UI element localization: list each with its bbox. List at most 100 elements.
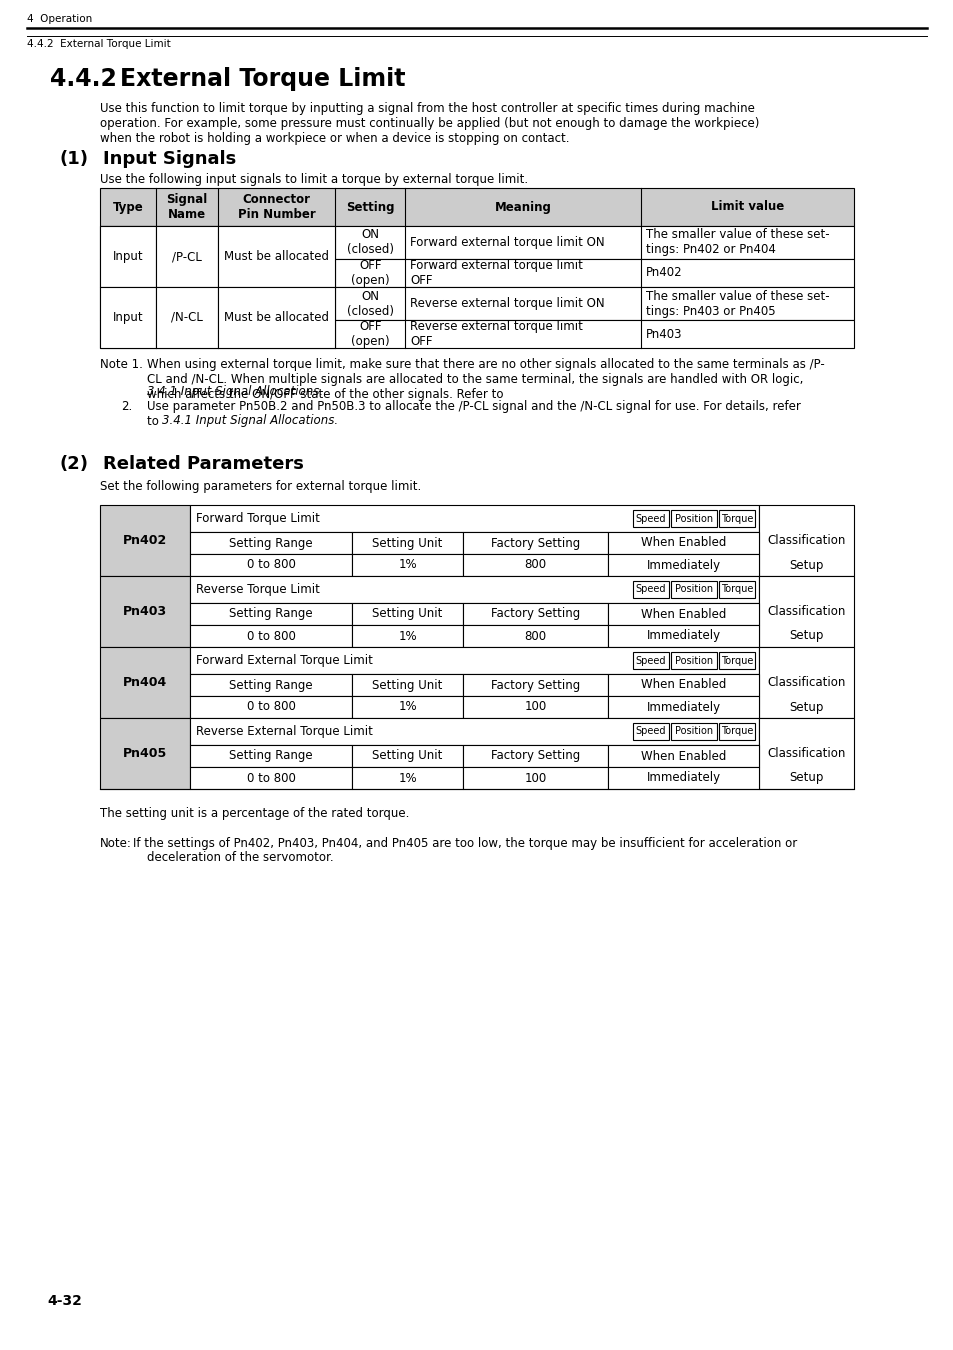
Text: Setting Range: Setting Range: [229, 608, 313, 621]
Bar: [608, 603, 759, 625]
Text: Immediately: Immediately: [646, 629, 720, 643]
Text: 4-32: 4-32: [47, 1295, 82, 1308]
Text: Connector
Pin Number: Connector Pin Number: [237, 193, 315, 221]
Bar: [100, 188, 853, 225]
Text: Factory Setting: Factory Setting: [491, 749, 579, 763]
Text: Torque: Torque: [720, 656, 753, 666]
Text: Pn404: Pn404: [123, 676, 167, 688]
Bar: [719, 510, 754, 526]
Text: Setup: Setup: [788, 701, 822, 714]
Text: Forward external torque limit
OFF: Forward external torque limit OFF: [410, 259, 582, 288]
Text: Signal
Name: Signal Name: [166, 193, 208, 221]
Bar: [100, 225, 853, 259]
Text: Factory Setting: Factory Setting: [491, 608, 579, 621]
Text: 100: 100: [524, 701, 546, 714]
Text: 0 to 800: 0 to 800: [247, 559, 295, 571]
Bar: [352, 554, 462, 576]
Text: Factory Setting: Factory Setting: [491, 679, 579, 691]
Text: Pn403: Pn403: [645, 328, 681, 340]
Text: Forward external torque limit ON: Forward external torque limit ON: [410, 236, 604, 248]
Text: Position: Position: [674, 585, 712, 594]
Bar: [608, 745, 759, 767]
Text: Use parameter Pn50B.2 and Pn50B.3 to allocate the /P-CL signal and the /N-CL sig: Use parameter Pn50B.2 and Pn50B.3 to all…: [147, 400, 800, 428]
Text: Classification: Classification: [766, 605, 844, 618]
Text: 2.: 2.: [121, 400, 132, 413]
Bar: [462, 603, 608, 625]
Bar: [633, 510, 668, 526]
Text: Setting Unit: Setting Unit: [372, 536, 442, 549]
Text: Meaning: Meaning: [494, 201, 551, 213]
Text: When Enabled: When Enabled: [640, 536, 725, 549]
Text: Classification: Classification: [766, 535, 844, 547]
Bar: [462, 767, 608, 788]
Bar: [190, 625, 352, 647]
Text: Immediately: Immediately: [646, 559, 720, 571]
Bar: [670, 652, 717, 670]
Text: 0 to 800: 0 to 800: [247, 629, 295, 643]
Text: Setting: Setting: [346, 201, 395, 213]
Text: Torque: Torque: [720, 513, 753, 524]
Text: /N-CL: /N-CL: [171, 310, 203, 324]
Text: The smaller value of these set-
tings: Pn403 or Pn405: The smaller value of these set- tings: P…: [645, 289, 828, 317]
Bar: [608, 532, 759, 553]
Text: Position: Position: [674, 656, 712, 666]
Bar: [190, 718, 759, 745]
Text: Pn403: Pn403: [123, 605, 167, 618]
Text: Reverse Torque Limit: Reverse Torque Limit: [195, 583, 319, 595]
Text: Related Parameters: Related Parameters: [103, 455, 304, 472]
Bar: [719, 724, 754, 740]
Text: When Enabled: When Enabled: [640, 679, 725, 691]
Text: Setup: Setup: [788, 771, 822, 784]
Text: Note:: Note:: [100, 837, 132, 850]
Bar: [462, 554, 608, 576]
Text: Setting Range: Setting Range: [229, 749, 313, 763]
Text: Type: Type: [112, 201, 143, 213]
Text: 1%: 1%: [398, 629, 416, 643]
Text: Factory Setting: Factory Setting: [491, 536, 579, 549]
Text: Torque: Torque: [720, 585, 753, 594]
Text: External Torque Limit: External Torque Limit: [120, 68, 405, 90]
Text: Classification: Classification: [766, 676, 844, 688]
Text: 1%: 1%: [398, 559, 416, 571]
Text: Pn402: Pn402: [645, 266, 681, 279]
Text: Torque: Torque: [720, 726, 753, 737]
Text: OFF
(open): OFF (open): [351, 320, 389, 348]
Bar: [190, 576, 759, 603]
Bar: [352, 603, 462, 625]
Text: Setup: Setup: [788, 629, 822, 643]
Text: ON
(closed): ON (closed): [347, 228, 394, 256]
Bar: [633, 580, 668, 598]
Bar: [462, 697, 608, 718]
Bar: [462, 745, 608, 767]
Bar: [759, 576, 853, 647]
Text: Position: Position: [674, 513, 712, 524]
Text: 1%: 1%: [398, 701, 416, 714]
Text: Input: Input: [112, 250, 143, 263]
Text: Forward Torque Limit: Forward Torque Limit: [195, 512, 319, 525]
Bar: [190, 505, 759, 532]
Bar: [190, 767, 352, 788]
Text: Reverse external torque limit ON: Reverse external torque limit ON: [410, 297, 604, 310]
Bar: [100, 505, 190, 576]
Text: 4.4.2  External Torque Limit: 4.4.2 External Torque Limit: [27, 39, 171, 49]
Text: Classification: Classification: [766, 747, 844, 760]
Bar: [155, 288, 218, 348]
Bar: [190, 532, 352, 553]
Bar: [719, 580, 754, 598]
Bar: [608, 767, 759, 788]
Text: Forward External Torque Limit: Forward External Torque Limit: [195, 653, 373, 667]
Text: When using external torque limit, make sure that there are no other signals allo: When using external torque limit, make s…: [147, 358, 824, 401]
Bar: [352, 674, 462, 697]
Text: 3.4.1 Input Signal Allocations.: 3.4.1 Input Signal Allocations.: [147, 385, 323, 398]
Text: Speed: Speed: [635, 656, 665, 666]
Text: Position: Position: [674, 726, 712, 737]
Bar: [462, 532, 608, 553]
Text: The smaller value of these set-
tings: Pn402 or Pn404: The smaller value of these set- tings: P…: [645, 228, 828, 256]
Text: OFF
(open): OFF (open): [351, 259, 389, 288]
Bar: [190, 554, 352, 576]
Bar: [608, 697, 759, 718]
Text: Must be allocated: Must be allocated: [224, 310, 329, 324]
Text: 800: 800: [524, 559, 546, 571]
Text: Use this function to limit torque by inputting a signal from the host controller: Use this function to limit torque by inp…: [100, 103, 759, 144]
Bar: [100, 576, 190, 647]
